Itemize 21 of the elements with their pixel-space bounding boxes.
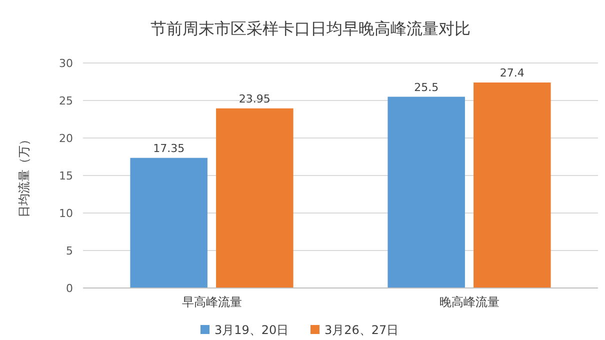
chart-title: 节前周末市区采样卡口日均早晚高峰流量对比 <box>150 19 470 38</box>
legend-label: 3月26、27日 <box>324 323 399 337</box>
data-label: 23.95 <box>238 92 270 106</box>
data-label: 17.35 <box>153 142 185 155</box>
x-tick-label: 晚高峰流量 <box>439 295 500 309</box>
y-tick-label: 20 <box>59 132 73 145</box>
bar <box>474 82 551 288</box>
bar <box>130 158 208 288</box>
legend-label: 3月19、20日 <box>214 323 289 337</box>
y-tick-label: 10 <box>59 206 73 220</box>
y-tick-label: 15 <box>59 169 73 182</box>
y-tick-label: 30 <box>59 56 73 70</box>
data-label: 25.5 <box>414 80 439 94</box>
y-tick-label: 0 <box>66 282 73 295</box>
y-tick-label: 5 <box>66 244 73 258</box>
x-tick-label: 早高峰流量 <box>182 295 242 309</box>
y-axis-title: 日均流量（万） <box>17 134 31 218</box>
y-tick-label: 25 <box>59 94 73 108</box>
data-label: 27.4 <box>500 66 524 80</box>
bar <box>216 108 294 288</box>
bar <box>388 96 465 288</box>
